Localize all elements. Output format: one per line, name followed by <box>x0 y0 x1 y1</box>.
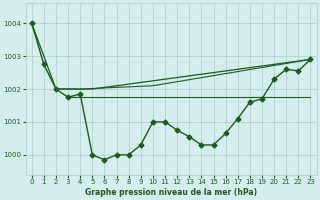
X-axis label: Graphe pression niveau de la mer (hPa): Graphe pression niveau de la mer (hPa) <box>85 188 257 197</box>
